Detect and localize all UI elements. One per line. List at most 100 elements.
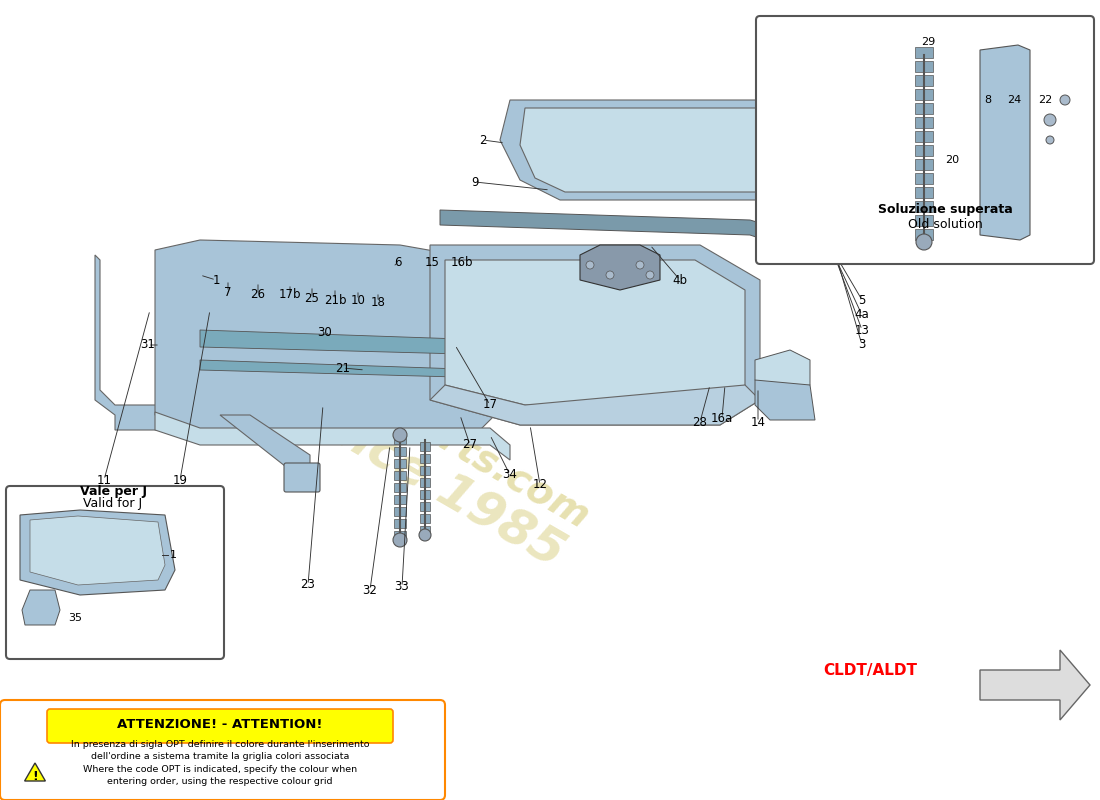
Polygon shape <box>155 412 510 460</box>
Circle shape <box>393 428 407 442</box>
Text: 20: 20 <box>945 155 959 165</box>
Text: 24: 24 <box>1006 95 1021 105</box>
Bar <box>915 229 933 240</box>
Polygon shape <box>580 245 660 290</box>
Polygon shape <box>440 210 790 245</box>
Text: 32: 32 <box>363 583 377 597</box>
Bar <box>915 173 933 184</box>
Bar <box>915 187 933 198</box>
Polygon shape <box>155 240 501 430</box>
Text: 2: 2 <box>480 134 486 146</box>
Polygon shape <box>220 415 310 470</box>
Text: 17b: 17b <box>278 289 301 302</box>
Circle shape <box>393 533 407 547</box>
Bar <box>420 490 430 499</box>
Polygon shape <box>520 108 944 192</box>
Bar <box>915 145 933 156</box>
Text: 21b: 21b <box>323 294 346 306</box>
Text: 16a: 16a <box>711 411 733 425</box>
Bar <box>915 89 933 100</box>
Bar <box>420 454 430 463</box>
Text: 3: 3 <box>858 338 866 351</box>
Bar <box>915 47 933 58</box>
Circle shape <box>586 261 594 269</box>
Bar <box>394 531 406 540</box>
Text: 35: 35 <box>68 613 82 623</box>
Text: 15: 15 <box>425 255 439 269</box>
Text: since 1985: since 1985 <box>287 384 573 576</box>
Bar <box>915 131 933 142</box>
Bar <box>420 478 430 487</box>
Text: Valid for J: Valid for J <box>84 497 143 510</box>
Text: 9: 9 <box>471 175 478 189</box>
Bar <box>394 447 406 456</box>
Text: 6: 6 <box>394 255 402 269</box>
Text: 33: 33 <box>395 581 409 594</box>
Polygon shape <box>755 350 810 385</box>
Bar <box>394 495 406 504</box>
Text: 31: 31 <box>141 338 155 351</box>
Text: Soluzione superata: Soluzione superata <box>878 203 1012 217</box>
Text: 1: 1 <box>170 550 177 560</box>
Circle shape <box>606 271 614 279</box>
Bar <box>915 117 933 128</box>
Text: Vale per J: Vale per J <box>79 486 146 498</box>
Text: 12: 12 <box>532 478 548 491</box>
Text: 23: 23 <box>300 578 316 591</box>
Text: 29: 29 <box>921 37 935 47</box>
Text: 22: 22 <box>1038 95 1052 105</box>
Polygon shape <box>430 245 760 425</box>
Polygon shape <box>20 510 175 595</box>
Text: 13: 13 <box>855 323 869 337</box>
Polygon shape <box>95 255 200 430</box>
Polygon shape <box>500 100 960 200</box>
Circle shape <box>646 271 654 279</box>
Polygon shape <box>980 45 1030 240</box>
Text: !: ! <box>32 770 37 782</box>
Text: Old solution: Old solution <box>908 218 982 231</box>
Text: 1: 1 <box>212 274 220 286</box>
Text: 28: 28 <box>693 415 707 429</box>
Text: 4a: 4a <box>855 309 869 322</box>
Bar <box>915 75 933 86</box>
Polygon shape <box>30 516 165 585</box>
Text: 16b: 16b <box>451 255 473 269</box>
Text: passion for parts.com: passion for parts.com <box>164 264 596 536</box>
Text: 30: 30 <box>318 326 332 338</box>
Text: 25: 25 <box>305 291 319 305</box>
Text: 17: 17 <box>483 398 497 411</box>
Text: In presenza di sigla OPT definire il colore durante l'inserimento
dell'ordine a : In presenza di sigla OPT definire il col… <box>70 740 370 786</box>
Text: 34: 34 <box>503 469 517 482</box>
Text: 21: 21 <box>336 362 351 374</box>
Polygon shape <box>446 260 745 405</box>
Polygon shape <box>980 650 1090 720</box>
Polygon shape <box>200 360 493 378</box>
FancyBboxPatch shape <box>47 709 393 743</box>
Text: 7: 7 <box>224 286 232 298</box>
Bar <box>420 502 430 511</box>
FancyBboxPatch shape <box>284 463 320 492</box>
FancyBboxPatch shape <box>0 700 446 800</box>
Bar <box>915 201 933 212</box>
Text: 14: 14 <box>750 415 766 429</box>
Bar <box>394 519 406 528</box>
Bar <box>394 435 406 444</box>
Circle shape <box>1046 136 1054 144</box>
Bar <box>394 471 406 480</box>
Bar <box>915 61 933 72</box>
Text: 18: 18 <box>371 295 385 309</box>
Text: 27: 27 <box>462 438 477 451</box>
FancyBboxPatch shape <box>756 16 1094 264</box>
Text: CLDT/ALDT: CLDT/ALDT <box>823 662 917 678</box>
Bar <box>915 159 933 170</box>
Text: 5: 5 <box>858 294 866 306</box>
Polygon shape <box>755 370 815 420</box>
Polygon shape <box>200 330 500 355</box>
Text: 8: 8 <box>984 95 991 105</box>
Bar <box>394 483 406 492</box>
Circle shape <box>1044 114 1056 126</box>
Circle shape <box>916 234 932 250</box>
Polygon shape <box>800 170 950 200</box>
Bar <box>394 507 406 516</box>
Bar <box>420 466 430 475</box>
